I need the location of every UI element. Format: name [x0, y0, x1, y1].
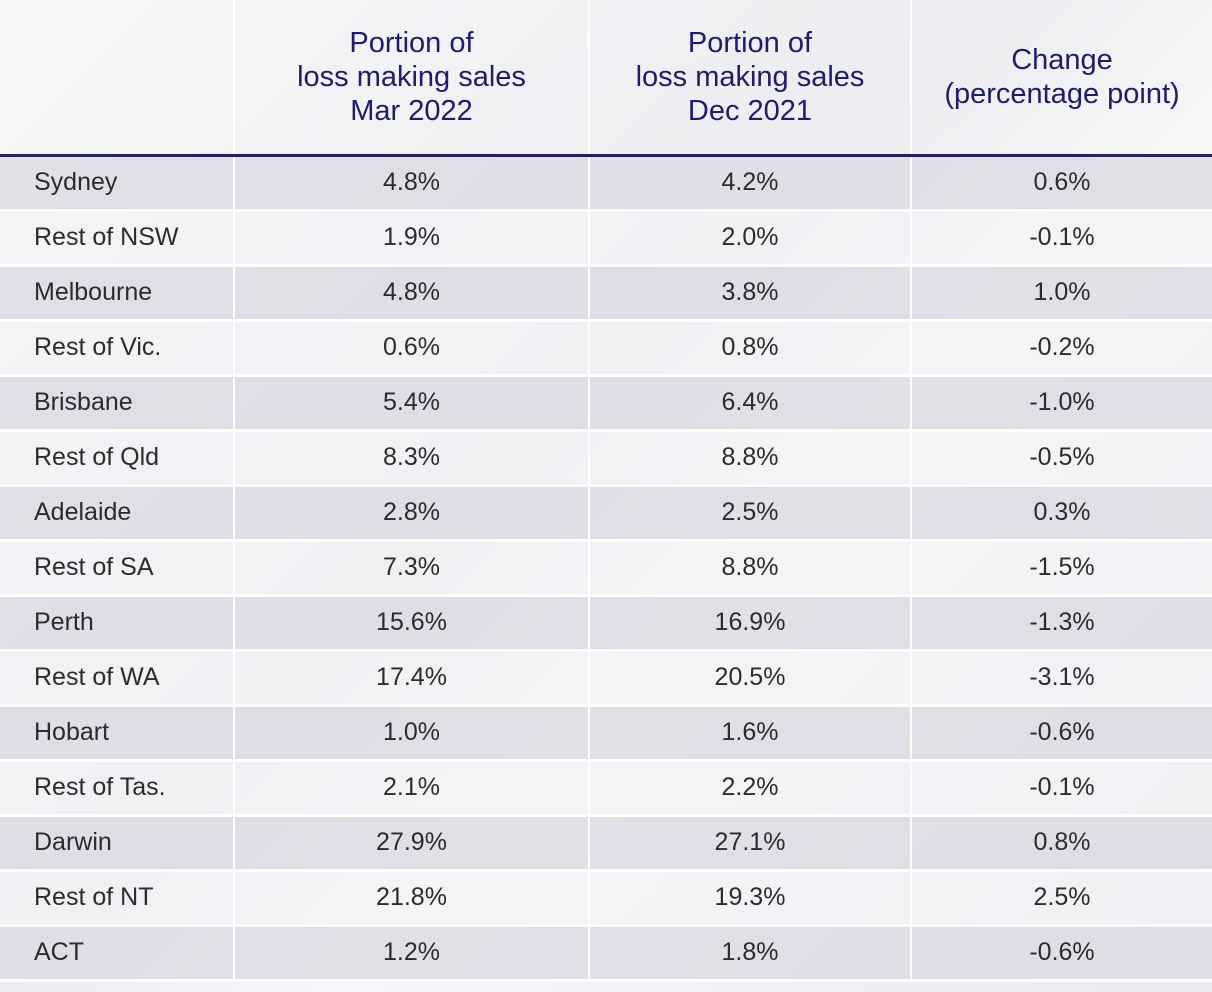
change-cell: -3.1% [910, 650, 1212, 707]
mar-2022-cell: 21.8% [233, 870, 589, 927]
dec-2021-cell: 27.1% [588, 815, 911, 872]
table-body: Sydney 4.8% 4.2% 0.6% Rest of NSW 1.9% 2.0% -0.… [0, 155, 1212, 982]
region-cell: Rest of NT [0, 870, 234, 927]
table-row: Hobart 1.0% 1.6% -0.6% [0, 705, 1212, 762]
table-row: Darwin 27.9% 27.1% 0.8% [0, 815, 1212, 872]
dec-2021-cell: 20.5% [588, 650, 911, 707]
dec-2021-cell: 2.5% [588, 485, 911, 542]
mar-2022-cell: 27.9% [233, 815, 589, 872]
mar-2022-cell: 7.3% [233, 540, 589, 597]
mar-2022-cell: 1.9% [233, 210, 589, 267]
mar-2022-cell: 5.4% [233, 375, 589, 432]
mar-2022-cell: 8.3% [233, 430, 589, 487]
table-row: Sydney 4.8% 4.2% 0.6% [0, 155, 1212, 212]
dec-2021-cell: 8.8% [588, 540, 911, 597]
region-cell: ACT [0, 925, 234, 982]
region-cell: Hobart [0, 705, 234, 762]
mar-2022-cell: 17.4% [233, 650, 589, 707]
dec-2021-cell: 1.8% [588, 925, 911, 982]
region-cell: Brisbane [0, 375, 234, 432]
change-cell: 0.3% [910, 485, 1212, 542]
dec-2021-cell: 3.8% [588, 265, 911, 322]
region-cell: Rest of SA [0, 540, 234, 597]
header-region [0, 0, 234, 157]
dec-2021-cell: 1.6% [588, 705, 911, 762]
change-cell: -0.2% [910, 320, 1212, 377]
change-cell: -1.3% [910, 595, 1212, 652]
table-row: Rest of SA 7.3% 8.8% -1.5% [0, 540, 1212, 597]
change-cell: -1.0% [910, 375, 1212, 432]
mar-2022-cell: 4.8% [233, 265, 589, 322]
table-row: Brisbane 5.4% 6.4% -1.0% [0, 375, 1212, 432]
table-row: Rest of Tas. 2.1% 2.2% -0.1% [0, 760, 1212, 817]
change-cell: -0.1% [910, 760, 1212, 817]
table-row: ACT 1.2% 1.8% -0.6% [0, 925, 1212, 982]
region-cell: Perth [0, 595, 234, 652]
change-cell: 2.5% [910, 870, 1212, 927]
change-cell: -1.5% [910, 540, 1212, 597]
region-cell: Rest of NSW [0, 210, 234, 267]
dec-2021-cell: 4.2% [588, 155, 911, 212]
dec-2021-cell: 8.8% [588, 430, 911, 487]
table-row: Rest of NT 21.8% 19.3% 2.5% [0, 870, 1212, 927]
mar-2022-cell: 1.0% [233, 705, 589, 762]
region-cell: Adelaide [0, 485, 234, 542]
table-row: Rest of NSW 1.9% 2.0% -0.1% [0, 210, 1212, 267]
dec-2021-cell: 19.3% [588, 870, 911, 927]
table-row: Rest of Qld 8.3% 8.8% -0.5% [0, 430, 1212, 487]
mar-2022-cell: 4.8% [233, 155, 589, 212]
header-mar-2022: Portion of loss making sales Mar 2022 [233, 0, 589, 157]
change-cell: 0.6% [910, 155, 1212, 212]
change-cell: -0.1% [910, 210, 1212, 267]
region-cell: Darwin [0, 815, 234, 872]
change-cell: -0.6% [910, 925, 1212, 982]
dec-2021-cell: 2.2% [588, 760, 911, 817]
change-cell: -0.5% [910, 430, 1212, 487]
mar-2022-cell: 2.8% [233, 485, 589, 542]
table-row: Rest of Vic. 0.6% 0.8% -0.2% [0, 320, 1212, 377]
table-row: Rest of WA 17.4% 20.5% -3.1% [0, 650, 1212, 707]
header-dec-2021: Portion of loss making sales Dec 2021 [588, 0, 911, 157]
dec-2021-cell: 0.8% [588, 320, 911, 377]
mar-2022-cell: 0.6% [233, 320, 589, 377]
change-cell: -0.6% [910, 705, 1212, 762]
region-cell: Rest of WA [0, 650, 234, 707]
table-row: Adelaide 2.8% 2.5% 0.3% [0, 485, 1212, 542]
change-cell: 0.8% [910, 815, 1212, 872]
table-row: Melbourne 4.8% 3.8% 1.0% [0, 265, 1212, 322]
mar-2022-cell: 1.2% [233, 925, 589, 982]
region-cell: Sydney [0, 155, 234, 212]
region-cell: Melbourne [0, 265, 234, 322]
region-cell: Rest of Qld [0, 430, 234, 487]
mar-2022-cell: 2.1% [233, 760, 589, 817]
table-row: Perth 15.6% 16.9% -1.3% [0, 595, 1212, 652]
dec-2021-cell: 6.4% [588, 375, 911, 432]
change-cell: 1.0% [910, 265, 1212, 322]
region-cell: Rest of Vic. [0, 320, 234, 377]
header-row: Portion of loss making sales Mar 2022 Po… [0, 0, 1212, 157]
dec-2021-cell: 16.9% [588, 595, 911, 652]
header-change: Change (percentage point) [910, 0, 1212, 157]
dec-2021-cell: 2.0% [588, 210, 911, 267]
mar-2022-cell: 15.6% [233, 595, 589, 652]
region-cell: Rest of Tas. [0, 760, 234, 817]
